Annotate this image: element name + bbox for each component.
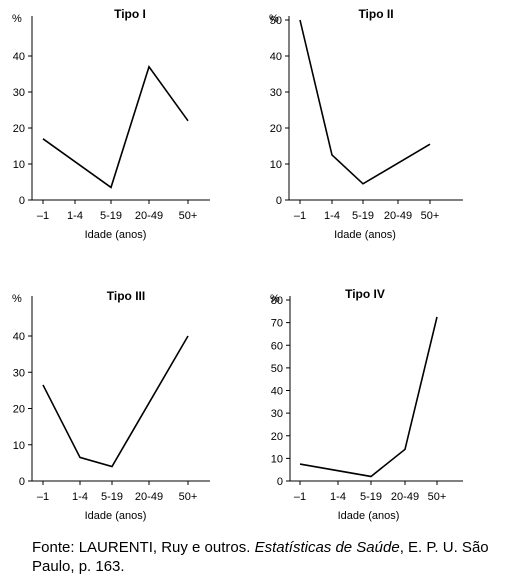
y-tick-label: 70 bbox=[271, 318, 283, 330]
x-tick-label: 20-49 bbox=[391, 491, 419, 503]
source-prefix: Fonte: LAURENTI, Ruy e outros. bbox=[32, 539, 255, 556]
source-caption: Fonte: LAURENTI, Ruy e outros. Estatísti… bbox=[32, 538, 502, 576]
y-tick-label: 20 bbox=[13, 404, 25, 416]
y-tick-label: 10 bbox=[270, 159, 282, 171]
series-line bbox=[299, 316, 438, 478]
source-title: Estatísticas de Saúde bbox=[254, 539, 400, 556]
x-tick-label: 5-19 bbox=[100, 210, 122, 222]
series-line bbox=[42, 335, 189, 468]
y-axis-label: % bbox=[270, 293, 280, 305]
y-tick-label: 40 bbox=[270, 51, 282, 63]
y-tick-label: 20 bbox=[270, 123, 282, 135]
x-tick-label: 1-4 bbox=[67, 210, 83, 222]
y-tick-label: 0 bbox=[19, 195, 25, 207]
x-tick-label: 50+ bbox=[179, 491, 198, 503]
y-tick-label: 40 bbox=[13, 331, 25, 343]
x-tick-label: 5-19 bbox=[352, 210, 374, 222]
x-tick-label: 50+ bbox=[179, 210, 198, 222]
x-tick-label: 1-4 bbox=[72, 491, 88, 503]
x-tick-label: –1 bbox=[294, 491, 306, 503]
y-tick-label: 30 bbox=[13, 87, 25, 99]
source-suffix: , E. P. U. São Paulo, p. 163. bbox=[32, 539, 493, 575]
x-tick-label: 50+ bbox=[428, 491, 447, 503]
y-tick-label: 30 bbox=[271, 408, 283, 420]
y-axis-label: % bbox=[269, 13, 279, 25]
x-tick-label: –1 bbox=[294, 210, 306, 222]
y-tick-label: 50 bbox=[271, 363, 283, 375]
y-tick-label: 60 bbox=[271, 340, 283, 352]
x-tick-label: –1 bbox=[37, 491, 49, 503]
chart-title: Tipo IV bbox=[345, 287, 385, 301]
x-tick-label: 5-19 bbox=[101, 491, 123, 503]
x-tick-label: 20-49 bbox=[384, 210, 412, 222]
x-tick-label: –1 bbox=[37, 210, 49, 222]
chart-title: Tipo III bbox=[107, 289, 145, 303]
y-tick-label: 0 bbox=[19, 476, 25, 488]
chart-title: Tipo II bbox=[358, 7, 393, 21]
x-tick-label: 1-4 bbox=[330, 491, 346, 503]
series-line bbox=[299, 19, 431, 185]
y-tick-label: 40 bbox=[271, 386, 283, 398]
y-tick-label: 20 bbox=[271, 431, 283, 443]
y-tick-label: 0 bbox=[276, 195, 282, 207]
y-tick-label: 0 bbox=[277, 476, 283, 488]
x-axis-label: Idade (anos) bbox=[338, 510, 400, 522]
x-tick-label: 1-4 bbox=[324, 210, 340, 222]
x-tick-label: 5-19 bbox=[360, 491, 382, 503]
x-axis-label: Idade (anos) bbox=[334, 229, 396, 241]
y-tick-label: 10 bbox=[271, 453, 283, 465]
charts-figure: Tipo I% 0 10 20 30 40 –1 1-4 5-19 20-49 50+ Idade (… bbox=[12, 7, 463, 522]
x-axis-label: Idade (anos) bbox=[85, 229, 147, 241]
x-axis-label: Idade (anos) bbox=[85, 510, 147, 522]
y-tick-label: 30 bbox=[13, 367, 25, 379]
y-tick-label: 80 bbox=[271, 295, 283, 307]
series-line bbox=[42, 65, 189, 189]
y-tick-label: 20 bbox=[13, 123, 25, 135]
y-axis-label: % bbox=[12, 13, 22, 25]
x-tick-label: 50+ bbox=[421, 210, 440, 222]
y-tick-label: 50 bbox=[270, 15, 282, 27]
x-tick-label: 20-49 bbox=[135, 491, 163, 503]
y-tick-label: 10 bbox=[13, 440, 25, 452]
y-axis-label: % bbox=[12, 293, 22, 305]
y-tick-label: 30 bbox=[270, 87, 282, 99]
y-tick-label: 10 bbox=[13, 159, 25, 171]
y-tick-label: 40 bbox=[13, 51, 25, 63]
chart-title: Tipo I bbox=[114, 7, 146, 21]
x-tick-label: 20-49 bbox=[135, 210, 163, 222]
